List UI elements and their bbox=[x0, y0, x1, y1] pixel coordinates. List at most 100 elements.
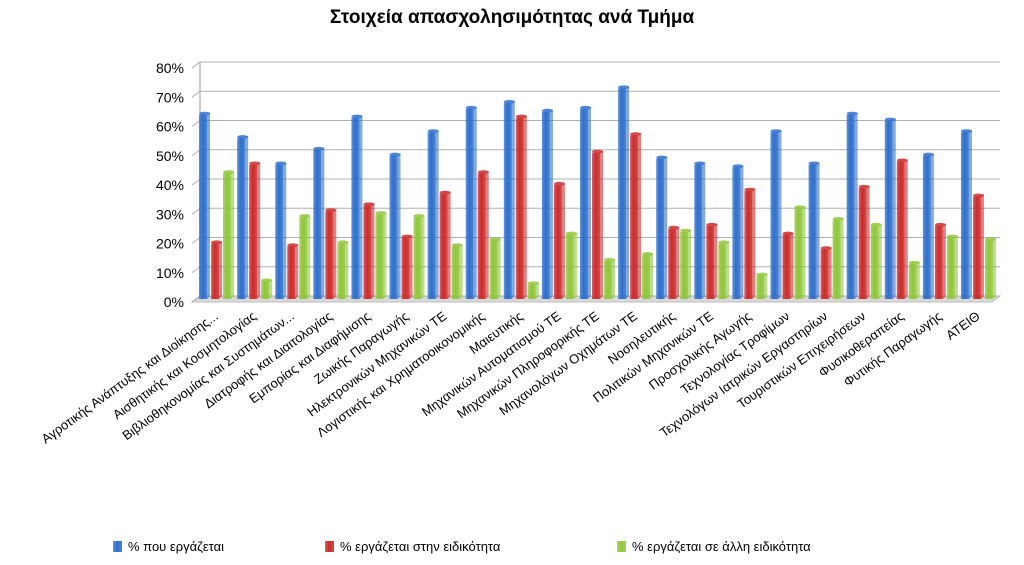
bar-top bbox=[299, 214, 311, 218]
bar bbox=[427, 129, 439, 299]
bar-side bbox=[916, 261, 920, 299]
bar bbox=[668, 225, 680, 299]
gridline-depth bbox=[191, 120, 201, 127]
y-tick-label: 80% bbox=[156, 60, 184, 76]
bar-top bbox=[794, 205, 806, 209]
bar-front bbox=[261, 281, 270, 299]
bar bbox=[934, 222, 946, 299]
bar bbox=[884, 117, 896, 299]
bar bbox=[832, 217, 844, 299]
bar bbox=[527, 281, 539, 299]
bar-front bbox=[375, 214, 384, 299]
bar bbox=[782, 231, 794, 299]
bar-side bbox=[702, 161, 706, 299]
bar-front bbox=[680, 231, 689, 299]
bar-side bbox=[485, 170, 489, 299]
bar-side bbox=[371, 202, 375, 299]
y-tick-label: 10% bbox=[156, 265, 184, 281]
bar-side bbox=[726, 240, 730, 299]
bar-front bbox=[465, 108, 474, 299]
bar bbox=[223, 170, 235, 299]
bar-side bbox=[207, 112, 211, 299]
bar-front bbox=[580, 108, 588, 299]
bar bbox=[249, 161, 261, 299]
bar bbox=[922, 152, 934, 299]
bar-top bbox=[770, 129, 782, 133]
legend: % που εργάζεται % εργάζεται στην ειδικότη… bbox=[113, 539, 811, 554]
bar-side bbox=[359, 115, 363, 300]
bar-top bbox=[896, 158, 908, 163]
bar bbox=[565, 231, 577, 299]
bar-top bbox=[946, 234, 958, 239]
bar-side bbox=[866, 185, 870, 299]
bar-top bbox=[351, 114, 363, 119]
bar-top bbox=[870, 222, 882, 227]
bar bbox=[642, 252, 654, 299]
bar bbox=[756, 272, 768, 299]
legend-label: % εργάζεται σε άλλη ειδικότητα bbox=[632, 539, 811, 554]
gridline-depth bbox=[191, 207, 201, 215]
bar bbox=[541, 108, 553, 299]
bar-top bbox=[884, 117, 896, 122]
bar bbox=[846, 111, 858, 299]
bar-front bbox=[477, 173, 486, 299]
bar bbox=[237, 135, 249, 299]
bar-side bbox=[573, 232, 577, 299]
bar-top bbox=[389, 152, 401, 157]
bar-top bbox=[618, 85, 630, 89]
bar-top bbox=[592, 149, 603, 154]
bar-side bbox=[878, 223, 882, 299]
bar-top bbox=[261, 278, 273, 283]
bar-front bbox=[211, 243, 220, 299]
bar-front bbox=[223, 173, 232, 299]
bar-front bbox=[922, 155, 931, 299]
gridline-depth bbox=[191, 266, 201, 274]
bar-front bbox=[451, 246, 460, 299]
bar-side bbox=[764, 273, 768, 299]
bar-top bbox=[656, 155, 668, 160]
bar bbox=[325, 208, 337, 299]
bar bbox=[199, 111, 211, 299]
bar-front bbox=[630, 135, 639, 299]
bar-top bbox=[541, 108, 553, 113]
bar-side bbox=[626, 85, 630, 300]
legend-item: % που εργάζεται bbox=[113, 539, 224, 554]
bar bbox=[820, 246, 832, 299]
bar-top bbox=[908, 260, 920, 265]
bar-front bbox=[439, 193, 448, 299]
bar-top bbox=[211, 240, 223, 245]
legend-label: % που εργάζεται bbox=[128, 539, 224, 554]
bar-side bbox=[954, 235, 958, 299]
bar-top bbox=[503, 100, 515, 104]
bar-top bbox=[401, 234, 413, 239]
bar-top bbox=[553, 181, 565, 186]
bar bbox=[770, 129, 782, 299]
bar-side bbox=[345, 240, 349, 299]
bar-side bbox=[447, 191, 451, 299]
bar-side bbox=[650, 252, 654, 299]
bar-side bbox=[828, 246, 832, 299]
bar-front bbox=[237, 138, 246, 299]
bar bbox=[299, 214, 311, 299]
bar-front bbox=[946, 237, 955, 299]
bar-front bbox=[820, 249, 829, 299]
bar-side bbox=[688, 229, 692, 299]
bar-side bbox=[535, 281, 539, 299]
bar-top bbox=[668, 225, 680, 230]
bar-front bbox=[503, 103, 512, 300]
x-axis-labels: Αγροτικής Ανάπτυξης και Διοίκησης...Αισθ… bbox=[39, 308, 983, 446]
bar-side bbox=[283, 161, 287, 299]
bar bbox=[870, 222, 882, 299]
bar-top bbox=[642, 252, 654, 256]
bar-front bbox=[604, 260, 612, 299]
bar-top bbox=[846, 111, 858, 116]
bar-top bbox=[706, 222, 718, 227]
bar-front bbox=[363, 205, 372, 299]
bar-top bbox=[223, 170, 235, 174]
legend-label: % εργάζεται στην ειδικότητα bbox=[340, 539, 501, 554]
bar-front bbox=[870, 225, 879, 299]
y-axis: 0% 10% 20% 30% 40% 50% 60% 70% 80% bbox=[156, 60, 184, 310]
bar-top bbox=[922, 152, 934, 157]
bar-front bbox=[744, 190, 753, 299]
bar-front bbox=[351, 117, 360, 300]
